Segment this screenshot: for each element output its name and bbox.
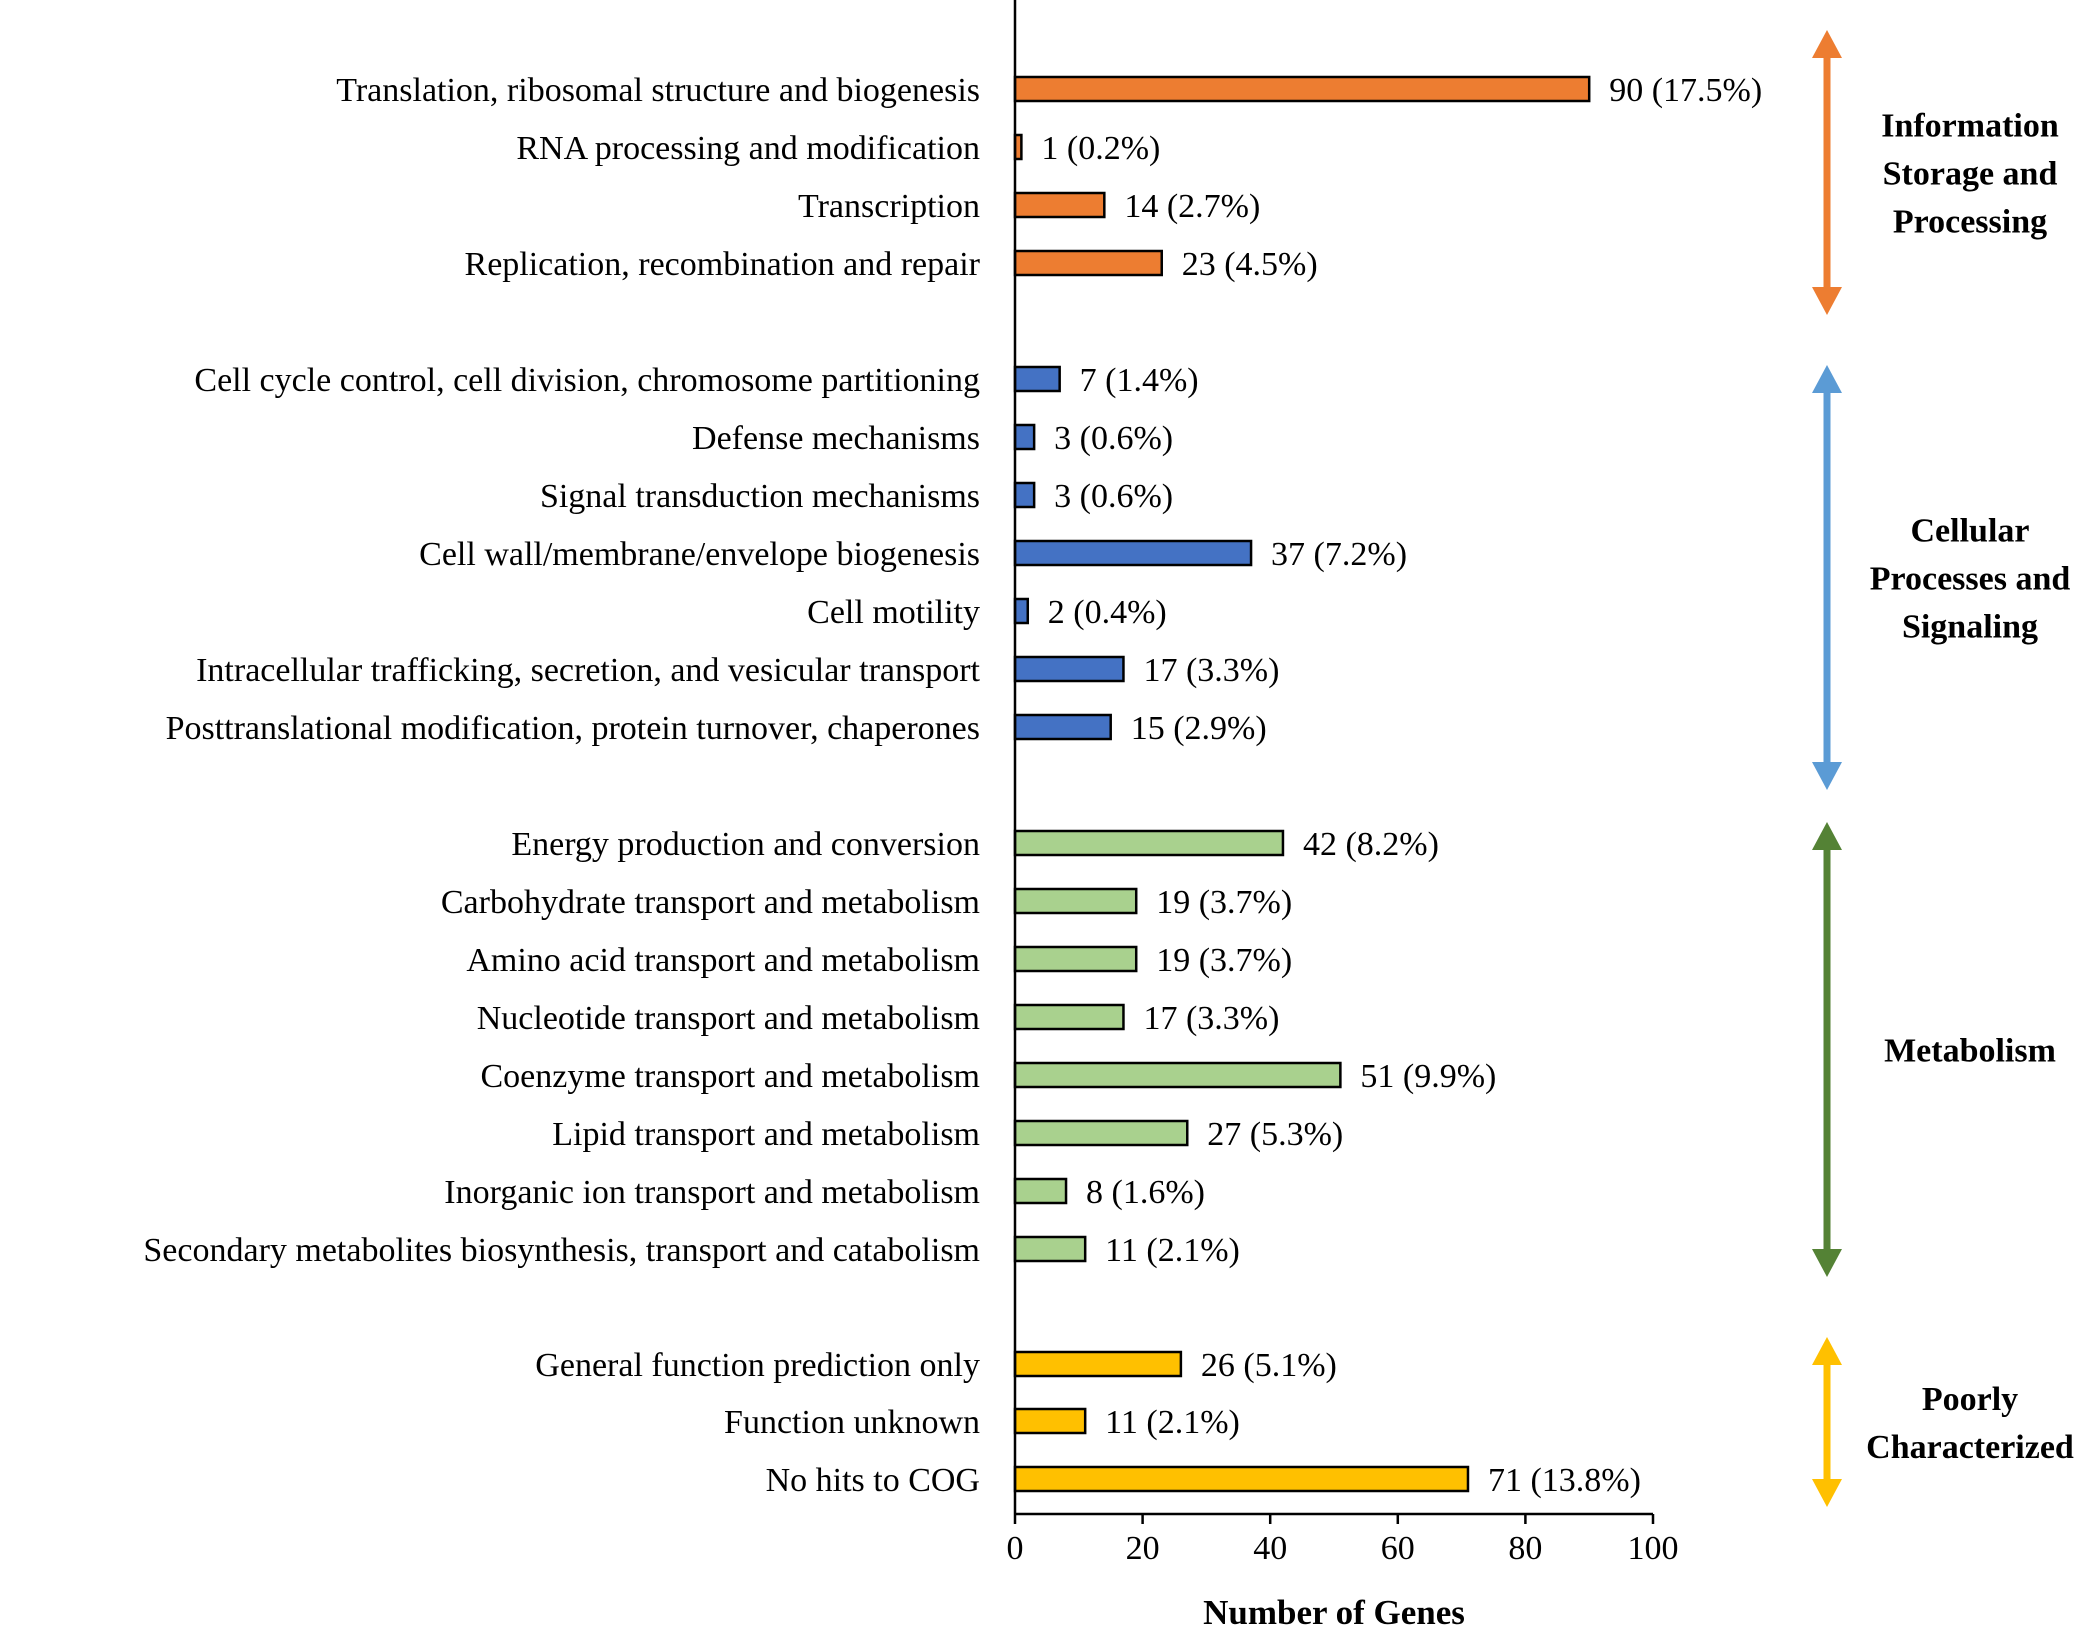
x-axis-title: Number of Genes: [1203, 1593, 1465, 1625]
arrow-head-up: [1812, 1337, 1842, 1365]
bar: [1013, 1350, 1183, 1378]
data-label: 19 (3.7%): [1156, 942, 1292, 979]
bar: [1013, 1407, 1087, 1435]
group-arrow-0: Information Storage and Processing: [1812, 30, 2059, 315]
group-label: Processes and: [1870, 561, 2071, 598]
data-label: 19 (3.7%): [1156, 884, 1292, 921]
category-label: Function unknown: [724, 1404, 980, 1441]
group-label: Processing: [1893, 204, 2047, 241]
arrow-head-down: [1812, 287, 1842, 315]
data-label: 27 (5.3%): [1207, 1116, 1343, 1153]
category-label: Posttranslational modification, protein …: [166, 710, 980, 747]
data-label: 17 (3.3%): [1143, 1000, 1279, 1037]
arrow-head-down: [1812, 1479, 1842, 1507]
bar: [1013, 1003, 1125, 1031]
category-label: General function prediction only: [535, 1347, 980, 1384]
data-label: 51 (9.9%): [1360, 1058, 1496, 1095]
arrow-head-down: [1812, 1249, 1842, 1277]
category-label: Inorganic ion transport and metabolism: [444, 1174, 980, 1211]
group-label: Metabolism: [1884, 1033, 2056, 1070]
category-label: Lipid transport and metabolism: [552, 1116, 980, 1153]
x-tick-label: 40: [1253, 1530, 1287, 1567]
category-label: Defense mechanisms: [692, 420, 980, 457]
data-label: 23 (4.5%): [1182, 246, 1318, 283]
group-label: Signaling: [1902, 609, 2038, 646]
category-label: Cell motility: [807, 594, 980, 631]
group-arrow-3: Poorly Characterized: [1812, 1337, 2074, 1507]
category-label: Replication, recombination and repair: [465, 246, 981, 283]
x-tick-label: 0: [1007, 1530, 1024, 1567]
arrow-head-down: [1812, 762, 1842, 790]
category-label: No hits to COG: [766, 1462, 980, 1499]
data-label: 14 (2.7%): [1124, 188, 1260, 225]
bar: [1013, 1061, 1342, 1089]
category-label: Secondary metabolites biosynthesis, tran…: [143, 1232, 980, 1269]
x-tick-label: 100: [1628, 1530, 1679, 1567]
group-arrow-1: Cellular Processes and Signaling: [1812, 365, 2070, 790]
category-label: Cell wall/membrane/envelope biogenesis: [419, 536, 980, 573]
bar: [1013, 191, 1106, 219]
group-label: Information: [1881, 108, 2059, 145]
arrow-head-up: [1812, 822, 1842, 850]
group-2: Energy production and conversion 42 (8.2%…: [143, 826, 1496, 1269]
bar: [1013, 249, 1163, 277]
bar: [1013, 945, 1138, 973]
bar: [1013, 481, 1036, 509]
bar: [1013, 539, 1253, 567]
bar: [1013, 1235, 1087, 1263]
category-label: Cell cycle control, cell division, chrom…: [194, 362, 980, 399]
data-label: 90 (17.5%): [1609, 72, 1762, 109]
x-tick-label: 60: [1381, 1530, 1415, 1567]
data-label: 11 (2.1%): [1105, 1232, 1240, 1269]
bar: [1013, 365, 1061, 393]
category-label: Signal transduction mechanisms: [540, 478, 980, 515]
data-label: 7 (1.4%): [1080, 362, 1199, 399]
data-label: 37 (7.2%): [1271, 536, 1407, 573]
bar: [1013, 1119, 1189, 1147]
category-label: Intracellular trafficking, secretion, an…: [196, 652, 980, 689]
data-label: 71 (13.8%): [1488, 1462, 1641, 1499]
arrow-head-up: [1812, 365, 1842, 393]
data-label: 15 (2.9%): [1131, 710, 1267, 747]
data-label: 42 (8.2%): [1303, 826, 1439, 863]
data-label: 3 (0.6%): [1054, 420, 1173, 457]
bar: [1013, 713, 1112, 741]
category-label: Energy production and conversion: [511, 826, 980, 863]
bar: [1013, 887, 1138, 915]
bar: [1013, 829, 1285, 857]
group-0: Translation, ribosomal structure and bio…: [336, 72, 1762, 283]
arrow-head-up: [1812, 30, 1842, 58]
category-label: RNA processing and modification: [516, 130, 980, 167]
group-label: Poorly: [1922, 1381, 2018, 1418]
group-label: Characterized: [1866, 1429, 2074, 1466]
category-label: Transcription: [798, 188, 980, 225]
category-label: Amino acid transport and metabolism: [466, 942, 980, 979]
group-1: Cell cycle control, cell division, chrom…: [166, 362, 1407, 747]
group-label: Storage and: [1883, 156, 2058, 193]
data-label: 2 (0.4%): [1048, 594, 1167, 631]
category-label: Nucleotide transport and metabolism: [477, 1000, 980, 1037]
x-tick-label: 80: [1508, 1530, 1542, 1567]
bar: [1013, 423, 1036, 451]
bar: [1013, 1177, 1068, 1205]
bar: [1013, 1465, 1470, 1493]
x-tick-label: 20: [1126, 1530, 1160, 1567]
bar: [1013, 597, 1030, 625]
data-label: 8 (1.6%): [1086, 1174, 1205, 1211]
bar: [1013, 75, 1591, 103]
data-label: 17 (3.3%): [1143, 652, 1279, 689]
group-label: Cellular: [1911, 513, 2030, 550]
category-label: Carbohydrate transport and metabolism: [441, 884, 980, 921]
category-label: Translation, ribosomal structure and bio…: [336, 72, 980, 109]
data-label: 1 (0.2%): [1041, 130, 1160, 167]
bar: [1013, 655, 1125, 683]
data-label: 3 (0.6%): [1054, 478, 1173, 515]
data-label: 26 (5.1%): [1201, 1347, 1337, 1384]
group-arrow-2: Metabolism: [1812, 822, 2056, 1277]
data-label: 11 (2.1%): [1105, 1404, 1240, 1441]
category-label: Coenzyme transport and metabolism: [481, 1058, 981, 1095]
group-3: General function prediction only 26 (5.1%…: [535, 1347, 1641, 1499]
